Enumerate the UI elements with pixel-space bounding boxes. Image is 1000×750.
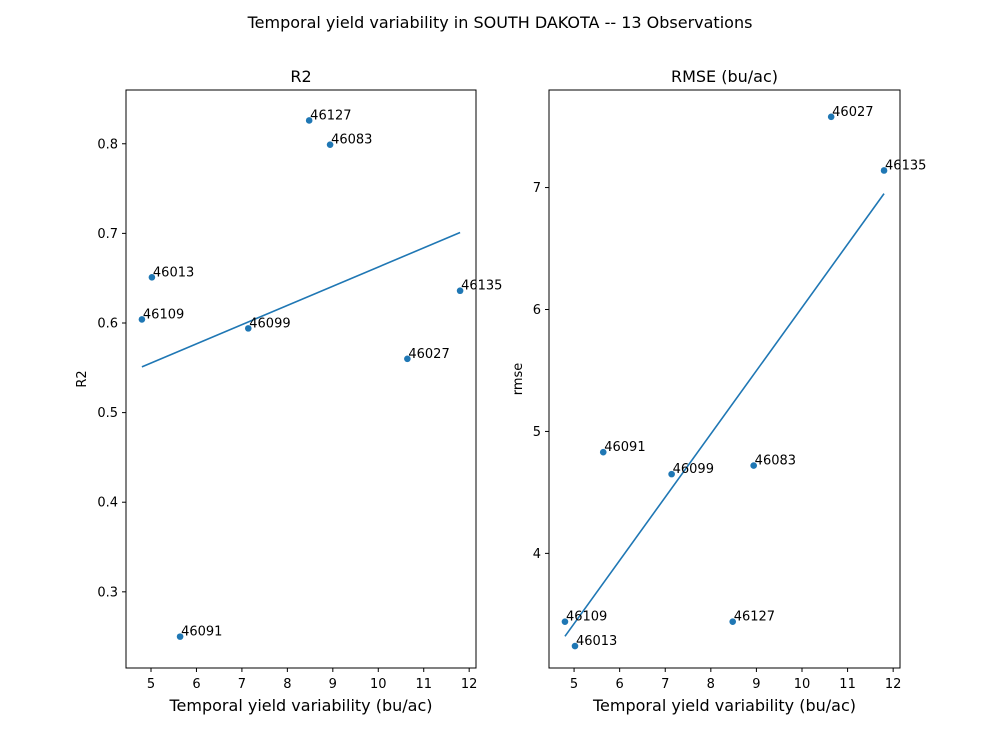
chart-panel-2: RMSE (bu/ac) 5 6 7 8 9 10 11 12 4 5 6 7 Temporal yiel… [511, 67, 926, 715]
y-tick-label: 0.7 [97, 227, 118, 242]
x-tick-label: 8 [707, 677, 715, 692]
y-tick-label: 7 [533, 181, 541, 196]
point-label: 46109 [566, 610, 607, 625]
y-tick-label: 6 [533, 303, 541, 318]
x-tick-label: 5 [147, 677, 155, 692]
data-point [729, 618, 737, 625]
x-tick-label: 7 [661, 677, 669, 692]
point-label: 46127 [310, 108, 351, 123]
point-label: 46083 [755, 454, 796, 469]
x-tick-label: 10 [370, 677, 387, 692]
y-tick-label: 4 [533, 547, 541, 562]
figure-title: Temporal yield variability in SOUTH DAKO… [247, 13, 753, 32]
data-point [138, 316, 146, 323]
x-tick-label: 6 [192, 677, 200, 692]
x-tick-label: 8 [283, 677, 291, 692]
y-tick-label: 0.8 [97, 137, 118, 152]
x-tick-label: 11 [839, 677, 856, 692]
point-label: 46091 [604, 440, 645, 455]
chart-title: R2 [290, 67, 311, 86]
data-point [326, 141, 334, 148]
data-point [148, 273, 156, 281]
data-point [561, 618, 569, 625]
data-point [456, 287, 464, 295]
y-axis-label: rmse [511, 363, 526, 396]
data-point [599, 448, 607, 456]
x-axis-label: Temporal yield variability (bu/ac) [169, 696, 433, 715]
point-label: 46027 [832, 105, 873, 120]
point-label: 46099 [249, 316, 290, 331]
data-point [404, 355, 411, 363]
x-tick-label: 12 [885, 677, 902, 692]
point-label: 46109 [143, 307, 184, 322]
x-tick-label: 11 [415, 677, 432, 692]
x-tick-label: 12 [461, 677, 478, 692]
chart-title: RMSE (bu/ac) [671, 67, 778, 86]
x-tick-label: 9 [329, 677, 337, 692]
point-label: 46013 [576, 634, 617, 649]
data-point [571, 642, 579, 650]
data-point [880, 167, 888, 174]
chart-panel-1: R2 5 6 7 8 9 10 11 12 0.3 0.4 0.5 0.6 0.7 0.8 Temporal … [75, 67, 502, 715]
data-point [750, 462, 757, 469]
data-point [176, 633, 184, 640]
point-label: 46127 [734, 610, 775, 625]
point-label: 46135 [885, 158, 926, 173]
data-point [244, 325, 252, 332]
regression-line [141, 231, 461, 368]
x-tick-label: 10 [794, 677, 811, 692]
plot-frame [125, 89, 477, 669]
x-tick-label: 6 [616, 677, 624, 692]
x-tick-label: 9 [752, 677, 760, 692]
data-point [668, 470, 675, 478]
regression-line [564, 193, 885, 637]
point-label: 46135 [461, 279, 502, 294]
plot-frame [548, 89, 901, 669]
x-axis-label: Temporal yield variability (bu/ac) [592, 696, 856, 715]
point-label: 46027 [408, 347, 449, 362]
point-label: 46091 [181, 625, 222, 640]
point-label: 46099 [673, 462, 714, 477]
point-label: 46083 [331, 133, 372, 148]
y-axis-label: R2 [75, 370, 90, 387]
x-tick-label: 5 [570, 677, 578, 692]
point-label: 46013 [153, 265, 194, 280]
y-tick-label: 0.3 [97, 585, 118, 600]
data-point [305, 117, 313, 124]
y-tick-label: 0.4 [97, 496, 118, 511]
x-tick-label: 7 [238, 677, 246, 692]
y-tick-label: 0.6 [97, 316, 118, 331]
y-tick-label: 5 [533, 425, 541, 440]
data-point [827, 113, 835, 121]
y-tick-label: 0.5 [97, 406, 118, 421]
